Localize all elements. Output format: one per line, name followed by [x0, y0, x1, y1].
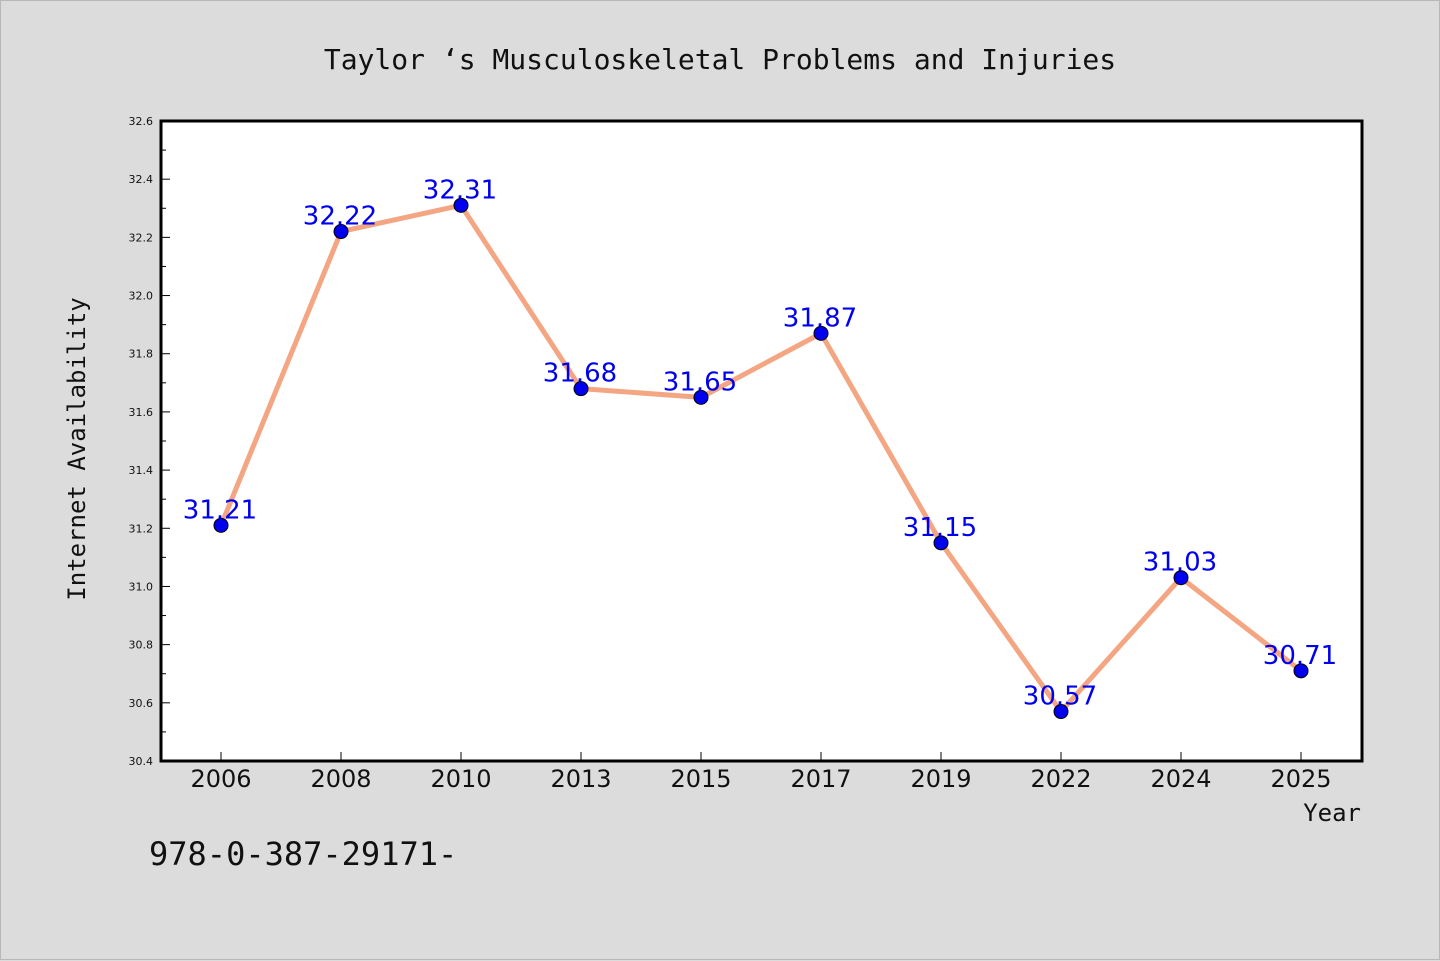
- x-tick-label: 2024: [1150, 765, 1211, 793]
- x-tick-label: 2010: [430, 765, 491, 793]
- y-tick-label: 32.6: [129, 115, 154, 128]
- data-point: [573, 381, 589, 397]
- x-tick-label: 2019: [910, 765, 971, 793]
- data-label: 31.68: [543, 359, 617, 389]
- y-tick-label: 30.4: [129, 755, 154, 768]
- y-tick-label: 31.2: [129, 522, 154, 535]
- x-tick-label: 2025: [1270, 765, 1331, 793]
- data-label: 31.03: [1143, 548, 1217, 578]
- data-point: [813, 325, 829, 341]
- data-label: 31.87: [783, 303, 857, 333]
- x-axis-label: Year: [1303, 799, 1361, 827]
- data-point: [1173, 570, 1189, 586]
- x-tick-label: 2013: [550, 765, 611, 793]
- footer-isbn: 978-0-387-29171-: [149, 835, 457, 873]
- data-label: 31.21: [183, 495, 257, 525]
- data-label: 32.31: [423, 175, 497, 205]
- chart-title: Taylor ‘s Musculoskeletal Problems and I…: [324, 43, 1116, 76]
- y-tick-label: 30.8: [129, 639, 154, 652]
- data-label: 31.15: [903, 513, 977, 543]
- data-point: [1053, 704, 1069, 720]
- series-line: [218, 202, 1304, 715]
- y-tick-label: 32.0: [129, 290, 154, 303]
- data-label: 30.71: [1263, 641, 1337, 671]
- x-tick-label: 2015: [670, 765, 731, 793]
- data-label: 30.57: [1023, 682, 1097, 712]
- data-point: [453, 197, 469, 213]
- x-tick-label: 2008: [310, 765, 371, 793]
- x-tick-label: 2017: [790, 765, 851, 793]
- data-point: [213, 517, 229, 533]
- y-tick-label: 31.6: [129, 406, 154, 419]
- data-label: 31.65: [663, 367, 737, 397]
- y-tick-label: 32.2: [129, 231, 154, 244]
- data-label: 32.22: [303, 202, 377, 232]
- y-axis-label: Internet Availability: [63, 297, 91, 600]
- y-axis: 30.4 30.6 30.8 31.0 31.2 31.4 31.6 31.8 32.0 32.2…: [129, 115, 170, 768]
- data-point: [333, 224, 349, 240]
- data-point: [1293, 663, 1309, 679]
- x-tick-label: 2006: [190, 765, 251, 793]
- series-markers: [213, 197, 1309, 720]
- data-point: [693, 389, 709, 405]
- y-tick-label: 31.0: [129, 580, 154, 593]
- y-tick-label: 32.4: [129, 173, 154, 186]
- x-axis: 2006 2008 2010 2013 2015 2017 2019 2022 2024 2025: [190, 752, 1332, 793]
- x-tick-label: 2022: [1030, 765, 1091, 793]
- y-tick-label: 31.4: [129, 464, 154, 477]
- data-point: [933, 535, 949, 551]
- y-tick-label: 31.8: [129, 348, 154, 361]
- y-tick-label: 30.6: [129, 697, 154, 710]
- data-labels: 31.21 32.22 32.31 31.68 31.65 31.87 31.15 30.57…: [183, 175, 1337, 711]
